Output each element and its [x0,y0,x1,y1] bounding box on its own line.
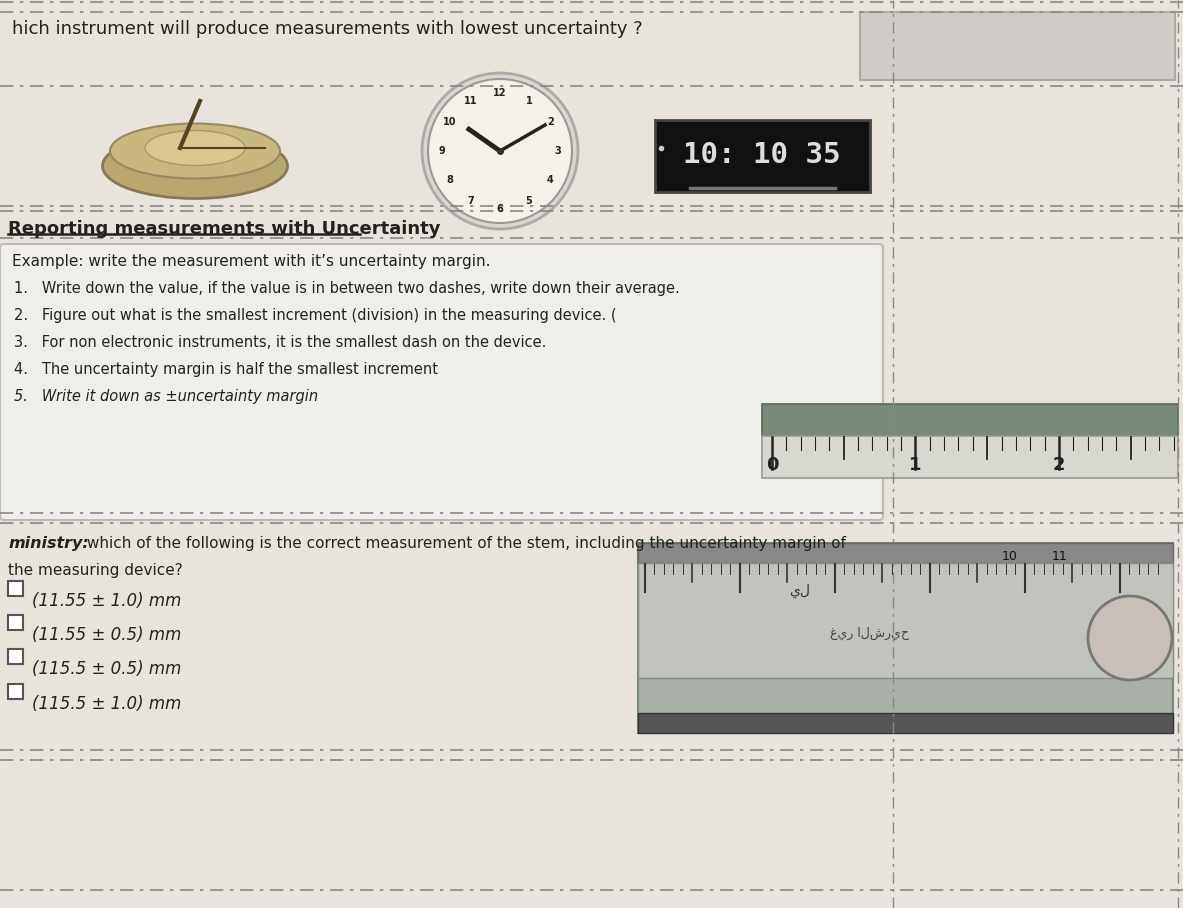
Text: 12: 12 [493,88,506,98]
Bar [762,404,1178,436]
Bar [8,649,22,664]
Text: 0: 0 [765,456,778,474]
Text: Reporting measurements with Uncertainty: Reporting measurements with Uncertainty [8,220,440,238]
FancyBboxPatch shape [0,244,883,520]
Ellipse shape [103,133,287,199]
Text: 10: 10 [1002,550,1017,563]
Ellipse shape [110,123,280,179]
Text: 11: 11 [464,95,478,105]
Text: the measuring device?: the measuring device? [8,563,182,578]
Text: (115.5 ± 0.5) mm: (115.5 ± 0.5) mm [32,660,181,678]
Text: 3: 3 [555,146,562,156]
Text: 4: 4 [547,175,554,185]
Text: 11: 11 [1052,550,1068,563]
Bar [762,436,1178,478]
Circle shape [1088,596,1172,680]
Bar [638,563,1174,678]
Text: يل: يل [789,584,810,598]
Bar [638,543,1174,563]
Text: 10: 10 35: 10: 10 35 [684,141,841,169]
Text: غير الشريح: غير الشريح [830,627,910,640]
Text: 7: 7 [467,196,474,206]
Text: 1: 1 [525,95,532,105]
Text: 1: 1 [910,456,922,474]
Text: hich instrument will produce measurements with lowest uncertainty ?: hich instrument will produce measurement… [12,20,642,38]
Text: Example: write the measurement with it’s uncertainty margin.: Example: write the measurement with it’s… [12,254,491,269]
Circle shape [428,79,573,223]
Text: 6: 6 [497,204,504,214]
Text: (11.55 ± 0.5) mm: (11.55 ± 0.5) mm [32,626,181,644]
Text: 3.   For non electronic instruments, it is the smallest dash on the device.: 3. For non electronic instruments, it is… [14,335,547,350]
Text: (115.5 ± 1.0) mm: (115.5 ± 1.0) mm [32,695,181,713]
Bar [8,581,22,596]
Text: 5.   Write it down as ±uncertainty margin: 5. Write it down as ±uncertainty margin [14,389,318,404]
Text: 2: 2 [1053,456,1065,474]
Text: ministry:: ministry: [8,536,89,551]
Bar [655,120,870,192]
Text: 8: 8 [446,175,453,185]
Circle shape [422,73,578,229]
Text: which of the following is the correct measurement of the stem, including the unc: which of the following is the correct me… [82,536,846,551]
Text: 10: 10 [442,117,457,127]
Text: 5: 5 [525,196,532,206]
Text: (11.55 ± 1.0) mm: (11.55 ± 1.0) mm [32,592,181,610]
Bar [638,543,1174,733]
Bar [8,684,22,699]
Bar [638,713,1174,733]
Text: 9: 9 [439,146,445,156]
Text: 1.   Write down the value, if the value is in between two dashes, write down the: 1. Write down the value, if the value is… [14,281,680,296]
Bar [860,12,1175,80]
Text: 4.   The uncertainty margin is half the smallest increment: 4. The uncertainty margin is half the sm… [14,362,438,377]
Ellipse shape [146,131,245,165]
Bar [8,615,22,630]
Text: 2.   Figure out what is the smallest increment (division) in the measuring devic: 2. Figure out what is the smallest incre… [14,308,616,323]
Text: 2: 2 [547,117,554,127]
